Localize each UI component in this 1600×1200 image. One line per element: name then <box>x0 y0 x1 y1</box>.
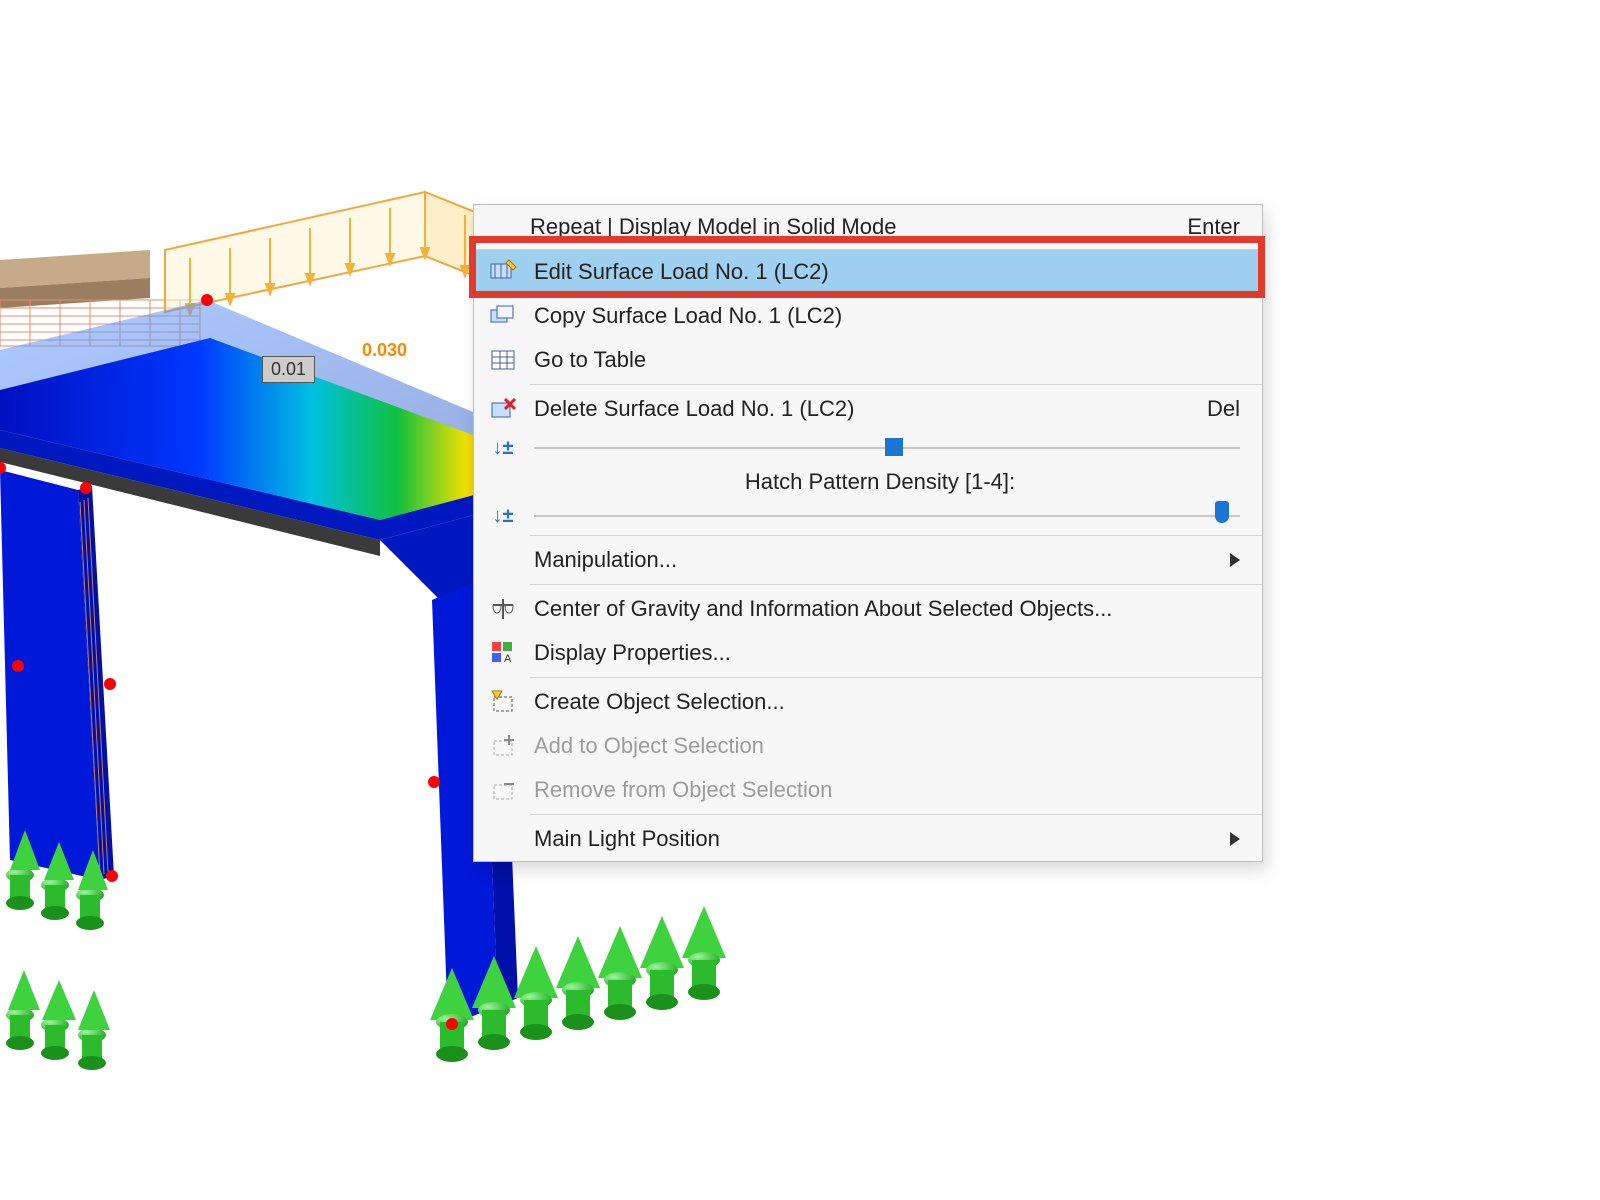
balance-icon <box>486 592 520 626</box>
menu-delete-shortcut: Del <box>1207 396 1240 422</box>
supports-lowleft <box>6 970 110 1070</box>
context-menu[interactable]: Repeat | Display Model in Solid Mode Ent… <box>473 204 1263 862</box>
menu-delete-surface-load[interactable]: Delete Surface Load No. 1 (LC2) Del <box>474 387 1262 431</box>
hatch-density-label: Hatch Pattern Density [1-4]: <box>520 469 1240 495</box>
slider-icon: ↓± <box>486 505 520 528</box>
menu-light-label: Main Light Position <box>534 826 1210 852</box>
value-label-030: 0.030 <box>362 340 407 361</box>
menu-manipulation-label: Manipulation... <box>534 547 1210 573</box>
slider-track[interactable] <box>534 515 1240 517</box>
submenu-arrow-icon <box>1230 832 1240 846</box>
menu-separator <box>530 814 1262 815</box>
menu-separator <box>530 584 1262 585</box>
copy-load-icon <box>486 299 520 333</box>
menu-display-properties[interactable]: A Display Properties... <box>474 631 1262 675</box>
menu-create-sel-label: Create Object Selection... <box>534 689 1240 715</box>
menu-separator <box>530 535 1262 536</box>
menu-center-of-gravity[interactable]: Center of Gravity and Information About … <box>474 587 1262 631</box>
menu-add-object-selection: Add to Object Selection <box>474 724 1262 768</box>
menu-copy-surface-load[interactable]: Copy Surface Load No. 1 (LC2) <box>474 294 1262 338</box>
menu-goto-label: Go to Table <box>534 347 1240 373</box>
menu-cog-label: Center of Gravity and Information About … <box>534 596 1240 622</box>
menu-add-sel-label: Add to Object Selection <box>534 733 1240 759</box>
add-selection-icon <box>486 729 520 763</box>
menu-display-props-label: Display Properties... <box>534 640 1240 666</box>
menu-separator <box>530 677 1262 678</box>
menu-manipulation[interactable]: Manipulation... <box>474 538 1262 582</box>
delete-load-icon <box>486 392 520 426</box>
slider-handle[interactable] <box>885 438 903 456</box>
menu-remove-sel-label: Remove from Object Selection <box>534 777 1240 803</box>
hatch-density-label-row: Hatch Pattern Density [1-4]: <box>474 465 1262 499</box>
svg-text:A: A <box>504 653 512 665</box>
create-selection-icon <box>486 685 520 719</box>
slider-track[interactable] <box>534 447 1240 449</box>
annotation-highlight-box <box>469 236 1265 298</box>
slider-handle[interactable] <box>1215 501 1229 523</box>
menu-slider-2[interactable]: ↓± <box>474 499 1262 533</box>
menu-remove-object-selection: Remove from Object Selection <box>474 768 1262 812</box>
value-label-01: 0.01 <box>262 356 315 383</box>
remove-selection-icon <box>486 773 520 807</box>
menu-goto-table[interactable]: Go to Table <box>474 338 1262 382</box>
menu-slider-1[interactable]: ↓± <box>474 431 1262 465</box>
blank-icon <box>486 543 520 577</box>
submenu-arrow-icon <box>1230 553 1240 567</box>
menu-delete-label: Delete Surface Load No. 1 (LC2) <box>534 396 1187 422</box>
menu-main-light-position[interactable]: Main Light Position <box>474 817 1262 861</box>
menu-separator <box>530 384 1262 385</box>
blank-icon <box>486 822 520 856</box>
menu-create-object-selection[interactable]: Create Object Selection... <box>474 680 1262 724</box>
display-props-icon: A <box>486 636 520 670</box>
slider-icon: ↓± <box>486 437 520 460</box>
table-icon <box>486 343 520 377</box>
menu-copy-label: Copy Surface Load No. 1 (LC2) <box>534 303 1240 329</box>
